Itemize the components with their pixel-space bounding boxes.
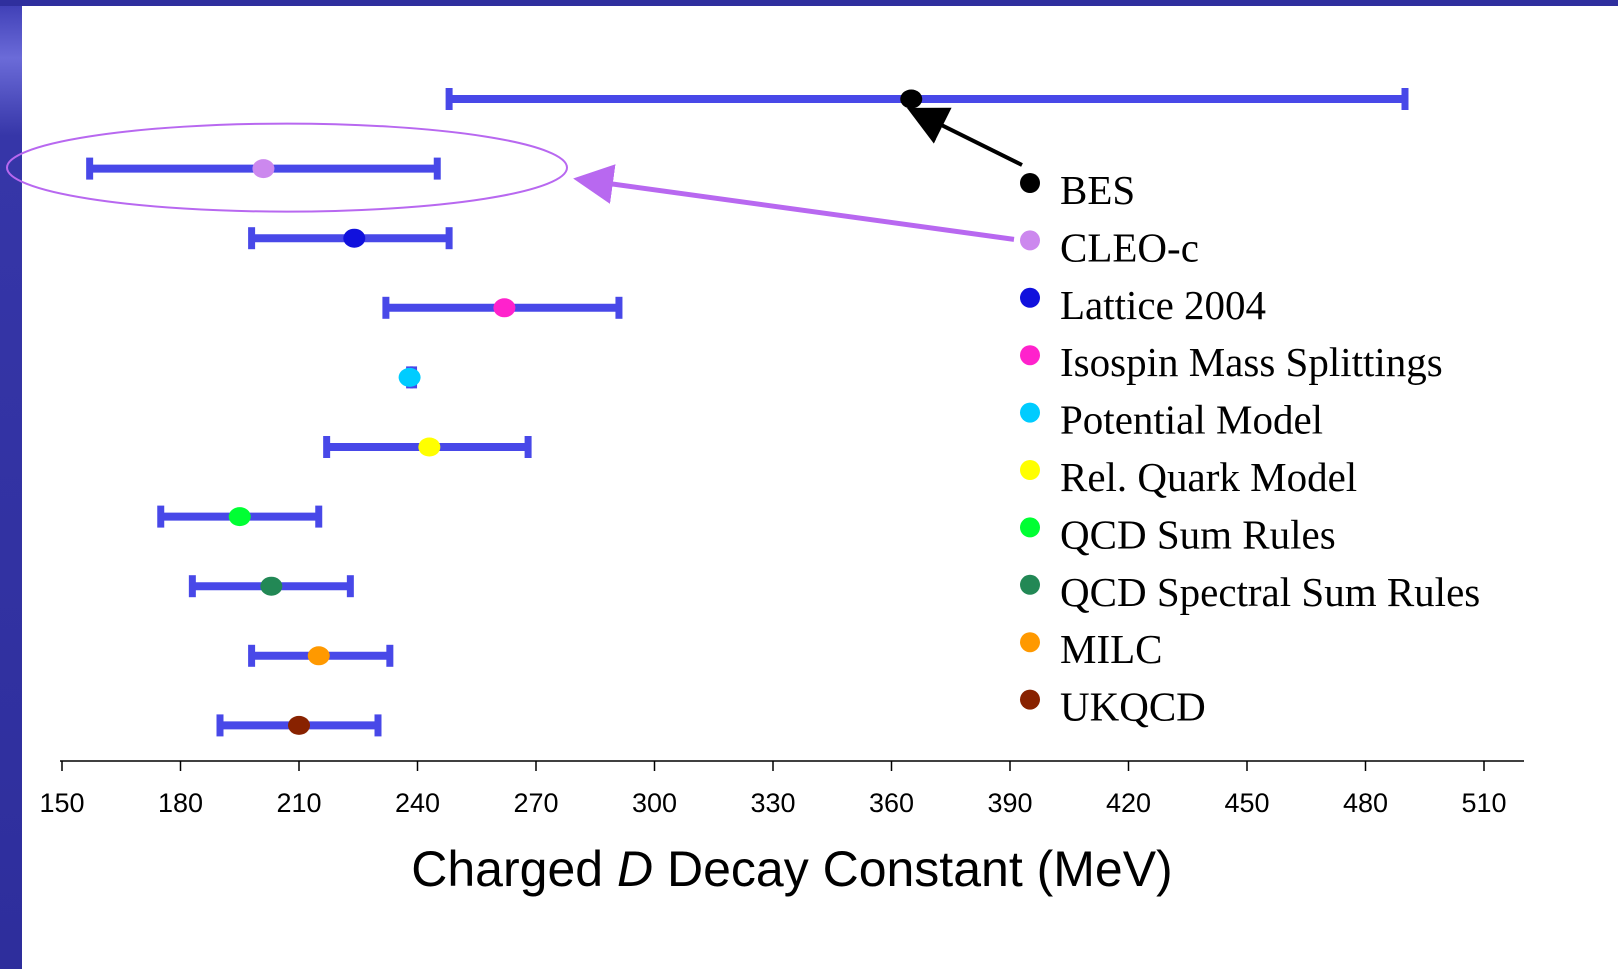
x-tick-label-450: 450 xyxy=(1224,788,1269,818)
legend-marker-qcd-spectral-sum-rules xyxy=(1020,574,1040,595)
legend-marker-cleo-c xyxy=(1020,230,1040,251)
legend-marker-qcd-sum-rules xyxy=(1020,517,1040,538)
highlight-ellipse xyxy=(6,122,568,213)
data-point-lattice-2004 xyxy=(343,228,366,248)
legend-label-potential-model: Potential Model xyxy=(1060,397,1323,443)
plot-area xyxy=(6,88,1409,737)
legend: BES CLEO-c Lattice 2004 Isospin Mass Splitt… xyxy=(573,107,1480,730)
bes-pointer-arrow xyxy=(906,107,1023,167)
legend-label-bes: BES xyxy=(1060,167,1135,213)
x-tick-label-180: 180 xyxy=(158,788,203,818)
x-tick-label-240: 240 xyxy=(395,788,440,818)
top-decor-band xyxy=(0,0,1618,6)
legend-item-isospin-mass-splittings: Isospin Mass Splittings xyxy=(1020,339,1443,385)
x-tick-label-480: 480 xyxy=(1343,788,1388,818)
legend-marker-isospin-mass-splittings xyxy=(1020,345,1040,366)
x-axis-title-part-0: Charged xyxy=(411,841,617,897)
data-row-cleo-c xyxy=(86,157,441,180)
data-point-qcd-sum-rules xyxy=(228,507,251,527)
legend-label-ukqcd: UKQCD xyxy=(1060,684,1206,730)
data-row-ukqcd xyxy=(216,714,382,737)
legend-item-rel-quark-model: Rel. Quark Model xyxy=(1020,454,1357,500)
legend-label-milc: MILC xyxy=(1060,626,1163,672)
legend-item-qcd-sum-rules: QCD Sum Rules xyxy=(1020,511,1336,557)
x-axis-title: Charged D Decay Constant (MeV) xyxy=(411,841,1172,897)
data-point-milc xyxy=(307,646,330,666)
x-tick-label-390: 390 xyxy=(987,788,1032,818)
x-tick-label-420: 420 xyxy=(1106,788,1151,818)
legend-item-ukqcd: UKQCD xyxy=(1020,684,1206,730)
legend-label-qcd-spectral-sum-rules: QCD Spectral Sum Rules xyxy=(1060,569,1480,615)
legend-item-potential-model: Potential Model xyxy=(1020,397,1323,443)
data-row-milc xyxy=(248,644,394,667)
data-point-rel-quark-model xyxy=(418,437,441,457)
legend-label-qcd-sum-rules: QCD Sum Rules xyxy=(1060,511,1336,557)
data-row-qcd-spectral-sum-rules xyxy=(188,575,354,598)
data-row-rel-quark-model xyxy=(323,436,532,458)
x-tick-label-210: 210 xyxy=(276,788,321,818)
legend-label-cleo-c: CLEO-c xyxy=(1060,224,1199,270)
legend-marker-ukqcd xyxy=(1020,689,1040,710)
x-tick-label-270: 270 xyxy=(513,788,558,818)
legend-marker-bes xyxy=(1020,173,1040,193)
legend-marker-potential-model xyxy=(1020,402,1040,423)
legend-marker-lattice-2004 xyxy=(1020,287,1040,308)
legend-item-cleo-c: CLEO-c xyxy=(1020,224,1199,270)
data-row-lattice-2004 xyxy=(248,227,453,250)
legend-marker-rel-quark-model xyxy=(1020,460,1040,480)
legend-item-bes: BES xyxy=(1020,167,1135,213)
x-tick-label-300: 300 xyxy=(632,788,677,818)
x-tick-label-510: 510 xyxy=(1461,788,1506,818)
data-row-potential-model xyxy=(398,366,421,389)
data-point-potential-model xyxy=(398,367,421,387)
data-point-bes xyxy=(900,89,923,109)
legend-item-lattice-2004: Lattice 2004 xyxy=(1020,282,1266,328)
data-point-isospin-mass-splittings xyxy=(493,298,516,318)
x-axis-title-part-2: Decay Constant (MeV) xyxy=(653,841,1173,897)
x-axis: 150 180 210 240 270 300 330 360 390 420 450 480 510 xyxy=(39,760,1524,818)
data-point-qcd-spectral-sum-rules xyxy=(260,576,283,596)
legend-item-qcd-spectral-sum-rules: QCD Spectral Sum Rules xyxy=(1020,569,1480,615)
data-row-bes xyxy=(445,88,1409,110)
data-row-isospin-mass-splittings xyxy=(382,296,623,319)
legend-label-lattice-2004: Lattice 2004 xyxy=(1060,282,1266,328)
data-point-ukqcd xyxy=(288,715,310,735)
legend-marker-milc xyxy=(1020,632,1040,653)
highlight-pointer-arrow xyxy=(573,164,1015,242)
x-tick-label-150: 150 xyxy=(39,788,84,818)
legend-label-isospin-mass-splittings: Isospin Mass Splittings xyxy=(1060,339,1443,385)
data-point-cleo-c xyxy=(252,159,275,179)
x-axis-title-part-1: D xyxy=(617,841,653,897)
left-decor-band xyxy=(0,0,22,969)
legend-label-rel-quark-model: Rel. Quark Model xyxy=(1060,454,1357,500)
data-row-qcd-sum-rules xyxy=(157,505,323,528)
x-tick-label-330: 330 xyxy=(750,788,795,818)
x-tick-label-360: 360 xyxy=(869,788,914,818)
legend-item-milc: MILC xyxy=(1020,626,1163,672)
